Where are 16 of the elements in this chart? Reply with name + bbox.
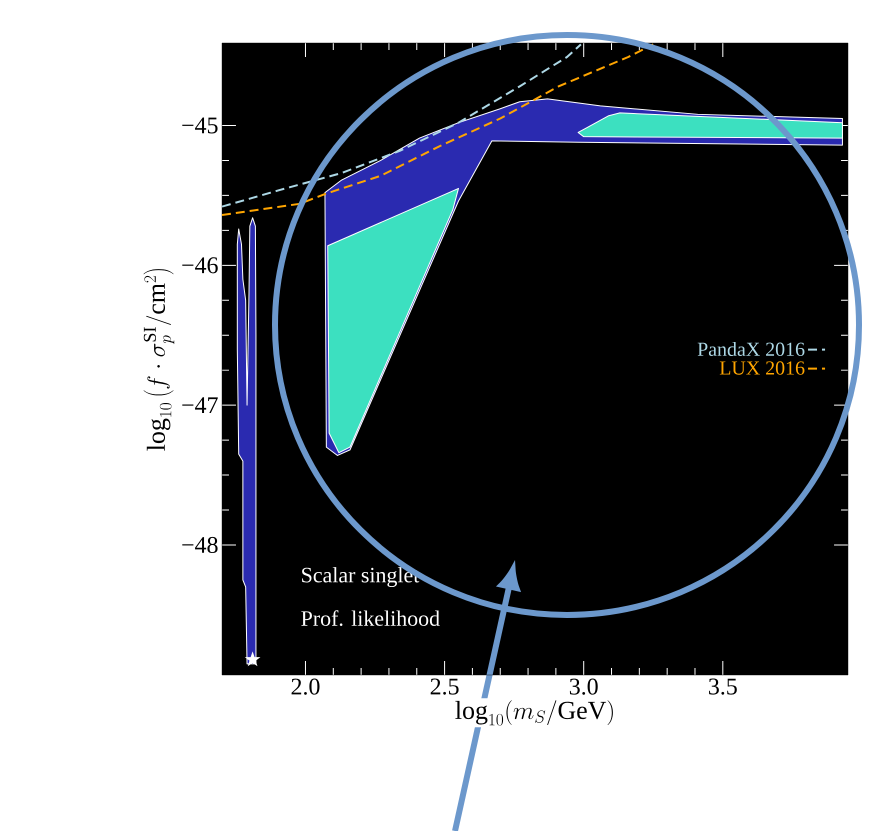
x-tick-label: 3.0 xyxy=(570,678,598,695)
x-tick-label: 2.0 xyxy=(292,678,320,695)
line-series xyxy=(222,43,582,208)
legend-label: PandaX 2016 xyxy=(698,342,804,356)
annotation: Scalar singlet xyxy=(302,567,420,588)
legend-label: LUX 2016 xyxy=(720,361,804,375)
y-tick-label: −48 xyxy=(182,536,218,554)
y-tick-label: −47 xyxy=(182,397,218,414)
x-tick-label: 2.5 xyxy=(430,678,459,695)
annotation: Prof. likelihood xyxy=(301,610,440,626)
y-tick-label: −45 xyxy=(182,118,218,134)
y-axis-title: $\log_{10}\left(f\cdot\sigma_p^{\mathrm{SI}}/\mathrm{cm}^2\right)$ xyxy=(144,269,174,451)
x-tick-label: 3.5 xyxy=(709,678,737,695)
x-axis-title: $\log_{10}(m_S/\mathrm{GeV})$ xyxy=(455,700,613,726)
y-tick-label: −46 xyxy=(182,257,218,274)
line-series xyxy=(222,43,654,216)
